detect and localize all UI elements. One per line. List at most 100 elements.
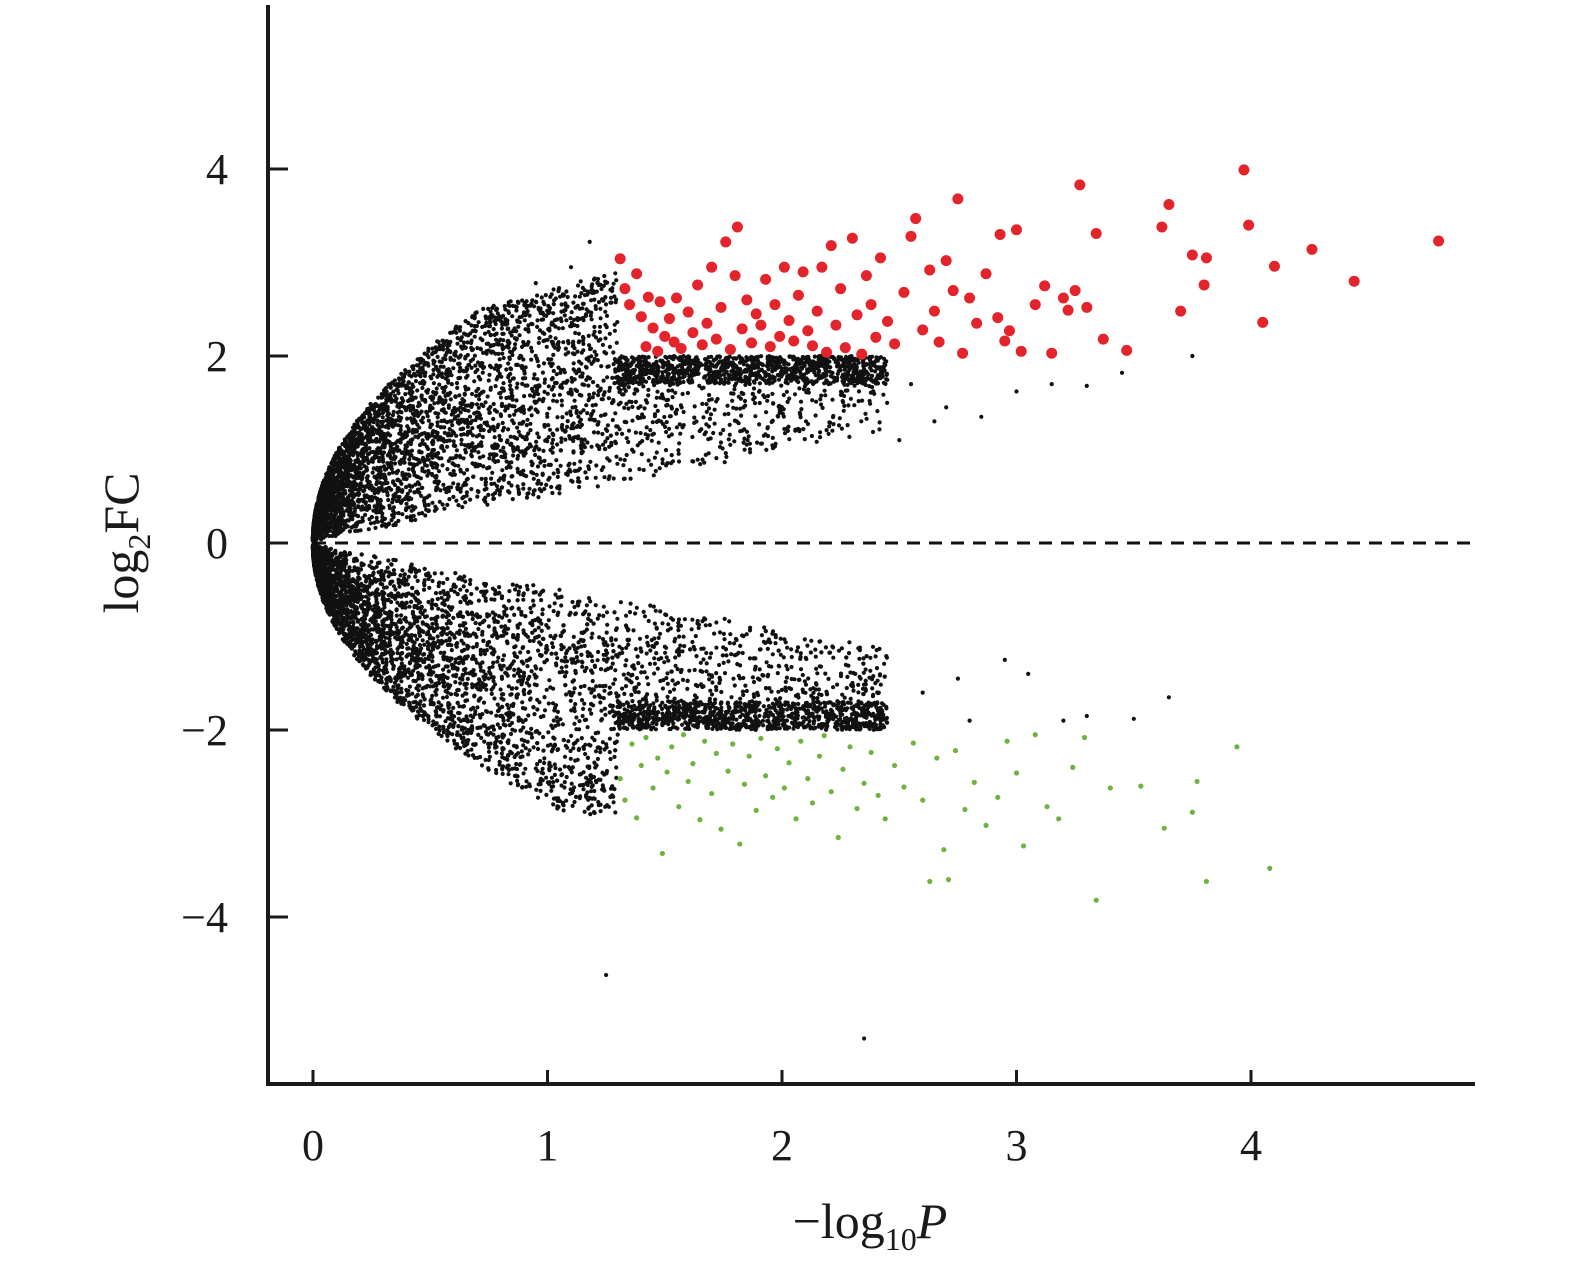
non-significant-point bbox=[542, 380, 547, 385]
non-significant-point bbox=[481, 464, 486, 469]
non-significant-point bbox=[732, 439, 737, 444]
non-significant-point bbox=[399, 383, 404, 388]
non-significant-point bbox=[349, 498, 354, 503]
non-significant-point bbox=[669, 432, 674, 437]
non-significant-point bbox=[481, 427, 486, 433]
non-significant-point bbox=[459, 442, 464, 447]
non-significant-point bbox=[523, 365, 528, 370]
non-significant-point bbox=[605, 423, 611, 428]
non-significant-point bbox=[577, 466, 583, 471]
non-significant-point bbox=[395, 383, 400, 388]
non-significant-point bbox=[813, 413, 818, 418]
non-significant-point bbox=[522, 371, 527, 376]
non-significant-point bbox=[680, 359, 685, 364]
non-significant-point bbox=[357, 431, 362, 437]
non-significant-point bbox=[645, 364, 650, 369]
non-significant-point bbox=[329, 482, 334, 487]
non-significant-point bbox=[442, 486, 447, 491]
non-significant-point bbox=[522, 318, 527, 323]
non-significant-point bbox=[614, 431, 619, 436]
non-significant-point bbox=[550, 437, 556, 442]
non-significant-point bbox=[881, 392, 886, 397]
non-significant-point bbox=[730, 398, 735, 403]
non-significant-point bbox=[402, 496, 407, 501]
non-significant-point bbox=[712, 381, 718, 386]
non-significant-point bbox=[506, 373, 511, 378]
non-significant-point bbox=[483, 400, 488, 405]
non-significant-point bbox=[550, 361, 555, 366]
non-significant-point bbox=[743, 367, 748, 372]
non-significant-point bbox=[614, 340, 619, 345]
non-significant-point bbox=[390, 424, 395, 429]
non-significant-point bbox=[559, 309, 564, 314]
non-significant-point bbox=[555, 341, 560, 347]
non-significant-point bbox=[434, 465, 439, 470]
non-significant-point bbox=[739, 379, 744, 384]
non-significant-point bbox=[781, 392, 786, 398]
non-significant-point bbox=[348, 450, 353, 455]
non-significant-point bbox=[571, 342, 576, 348]
non-significant-point bbox=[728, 442, 733, 447]
non-significant-point bbox=[381, 438, 386, 443]
non-significant-point bbox=[354, 482, 359, 488]
non-significant-point bbox=[609, 440, 614, 445]
non-significant-point bbox=[529, 413, 534, 418]
non-significant-point bbox=[538, 306, 543, 311]
non-significant-point bbox=[508, 367, 514, 372]
non-significant-point bbox=[609, 300, 614, 305]
non-significant-point bbox=[509, 388, 514, 393]
non-significant-point bbox=[485, 502, 490, 507]
non-significant-point bbox=[494, 337, 499, 342]
non-significant-point bbox=[487, 456, 492, 461]
non-significant-point bbox=[388, 433, 393, 438]
non-significant-point bbox=[605, 456, 610, 461]
non-significant-point bbox=[481, 306, 486, 311]
non-significant-point bbox=[424, 389, 429, 394]
non-significant-point bbox=[677, 441, 682, 446]
non-significant-point bbox=[379, 395, 384, 400]
non-significant-point bbox=[510, 352, 515, 358]
non-significant-point bbox=[365, 411, 370, 416]
non-significant-point bbox=[586, 355, 591, 360]
non-significant-point bbox=[508, 299, 513, 304]
non-significant-point bbox=[748, 450, 753, 455]
non-significant-point bbox=[541, 448, 546, 453]
non-significant-point bbox=[417, 511, 422, 516]
non-significant-point bbox=[336, 492, 341, 497]
non-significant-point bbox=[435, 420, 440, 425]
non-significant-point bbox=[841, 408, 846, 413]
non-significant-point bbox=[437, 382, 442, 387]
non-significant-point bbox=[374, 510, 379, 515]
non-significant-point bbox=[500, 322, 505, 327]
non-significant-point bbox=[426, 508, 431, 514]
non-significant-point bbox=[553, 336, 558, 341]
non-significant-point bbox=[850, 375, 856, 380]
non-significant-point bbox=[595, 393, 601, 398]
non-significant-point bbox=[651, 431, 657, 436]
non-significant-point bbox=[387, 503, 392, 508]
non-significant-point bbox=[472, 379, 477, 384]
non-significant-point bbox=[370, 470, 375, 475]
non-significant-point bbox=[695, 457, 700, 462]
non-significant-point bbox=[603, 447, 608, 452]
non-significant-point bbox=[457, 453, 462, 459]
non-significant-point bbox=[463, 500, 468, 505]
non-significant-point bbox=[568, 412, 574, 418]
non-significant-point bbox=[478, 423, 483, 428]
non-significant-point bbox=[626, 380, 631, 385]
non-significant-point bbox=[848, 396, 854, 401]
non-significant-point bbox=[355, 458, 360, 463]
non-significant-point bbox=[486, 306, 491, 311]
non-significant-point bbox=[846, 403, 851, 408]
non-significant-point bbox=[380, 406, 385, 411]
non-significant-point bbox=[463, 450, 468, 455]
non-significant-point bbox=[424, 409, 429, 414]
non-significant-point bbox=[694, 371, 699, 376]
non-significant-point bbox=[649, 462, 654, 467]
non-significant-point bbox=[770, 446, 776, 451]
non-significant-point bbox=[494, 363, 499, 368]
non-significant-point bbox=[316, 534, 321, 539]
non-significant-point bbox=[394, 418, 399, 423]
non-significant-point bbox=[639, 355, 644, 360]
